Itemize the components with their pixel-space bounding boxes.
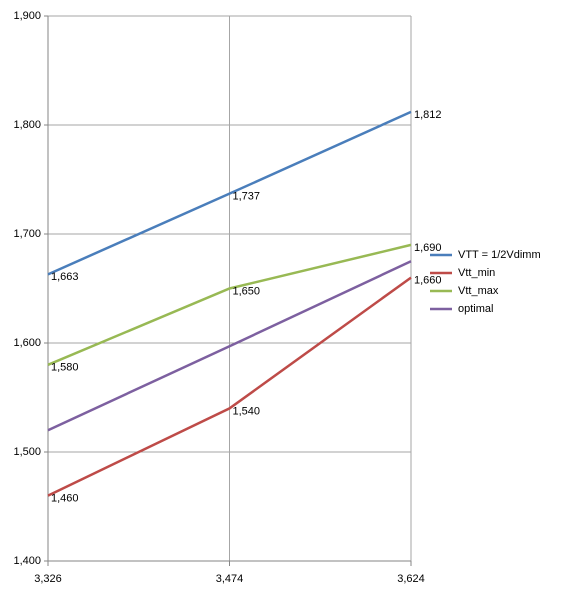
data-label: 1,580 xyxy=(51,362,79,374)
data-label: 1,540 xyxy=(233,405,261,417)
legend-label: Vtt_max xyxy=(458,285,499,297)
data-label: 1,812 xyxy=(414,109,442,121)
series-line xyxy=(47,260,412,432)
y-tick-label: 1,600 xyxy=(13,337,41,349)
x-tick-label: 3,474 xyxy=(216,573,244,585)
legend-label: Vtt_min xyxy=(458,267,495,279)
data-label: 1,650 xyxy=(233,285,261,297)
y-tick-label: 1,400 xyxy=(13,555,41,567)
data-label: 1,690 xyxy=(414,242,442,254)
x-tick-label: 3,624 xyxy=(397,573,425,585)
series-line xyxy=(47,276,412,497)
data-label: 1,460 xyxy=(51,493,79,505)
data-label: 1,660 xyxy=(414,275,442,287)
data-label: 1,663 xyxy=(51,271,79,283)
legend-label: VTT = 1/2Vdimm xyxy=(458,249,541,261)
y-tick-label: 1,800 xyxy=(13,119,41,131)
y-tick-label: 1,500 xyxy=(13,446,41,458)
y-tick-label: 1,700 xyxy=(13,228,41,240)
series-line xyxy=(47,110,412,276)
legend-label: optimal xyxy=(458,303,493,315)
series-line xyxy=(47,243,412,366)
x-tick-label: 3,326 xyxy=(34,573,62,585)
y-tick-label: 1,900 xyxy=(13,10,41,22)
data-label: 1,737 xyxy=(233,191,261,203)
